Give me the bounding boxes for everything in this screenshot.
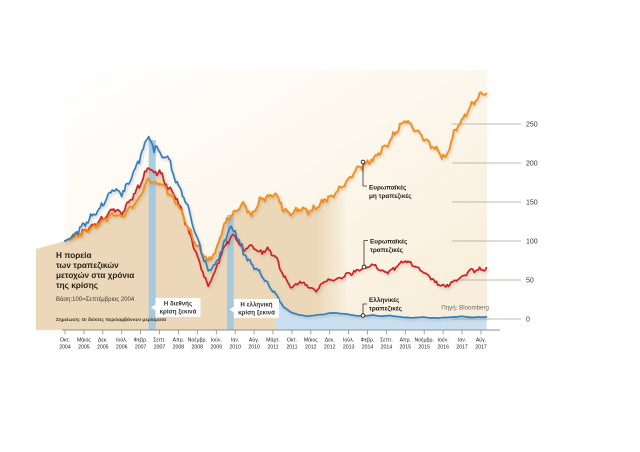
x-tick-label-month: Μάρτ. [266,337,280,344]
y-tick-label: 0 [526,316,530,323]
x-tick-label-year: 2007 [135,345,147,351]
x-axis: Οκτ.2004Μάιος2005Δεκ.2005Ιούλ.2006Φεβρ.2… [59,329,500,351]
x-tick-label-year: 2012 [305,345,317,351]
y-tick-label: 150 [526,199,538,206]
series-line-european-banks [64,167,488,293]
x-tick-label-year: 2012 [324,345,336,351]
x-tick-label-month: Σεπτ. [153,338,166,344]
x-tick-label-month: Ιαν. [231,338,239,344]
anchor-dot [361,264,367,270]
x-tick-label-year: 2015 [418,345,430,351]
x-tick-label-month: Αύγ. [249,338,259,344]
annotations: Η πορεία των τραπεζικών μετοχών στα χρόν… [56,159,490,323]
callout-text-line1: Η ελληνική [240,302,272,309]
x-tick-label-month: Δεκ. [98,338,108,344]
y-tick-label: 100 [526,238,538,245]
series-label-line2: τραπεζικές [369,306,403,313]
y-tick-label: 200 [526,160,538,167]
crisis-period-bands [148,140,234,330]
series-label-line2: τραπεζικές [370,247,404,254]
x-tick-label-month: Μάιος [304,337,318,344]
x-tick-label-year: 2017 [456,345,468,351]
series-label-european-nonbanks: Ευρωπαϊκές μη τραπεζικές [360,159,412,200]
x-tick-label-year: 2014 [381,345,393,351]
x-tick-label-year: 2016 [437,345,449,351]
event-callout-greek-crisis: Η ελληνική κρίση ξεκινά [229,299,279,318]
y-tick-label: 50 [526,277,534,284]
x-tick-label-month: Φεβρ. [361,338,375,344]
area-fill-under-indices [36,168,346,330]
event-callout-international-crisis: Η διεθνής κρίση ξεκινά [150,298,201,317]
x-tick-label-year: 2011 [286,345,297,351]
label-connector [362,303,367,316]
x-tick-label-month: Φεβρ. [134,338,148,344]
x-tick-label-month: Δεκ. [325,338,335,344]
x-tick-label-month: Ιούλ. [343,338,354,344]
series-line-greek-banks [64,135,488,319]
x-tick-label-month: Απρ. [173,338,184,344]
title-block: Η πορεία των τραπεζικών μετοχών στα χρόν… [56,251,166,323]
area-fill-greek-banks [275,293,487,330]
x-tick-label-month: Οκτ. [60,338,70,344]
chart-title-line3: μετοχών στα χρόνια [56,271,134,280]
callout-tail [150,304,156,311]
x-tick-label-year: 2013 [343,345,355,351]
callout-text-line2: κρίση ξεκινά [238,310,275,317]
y-gridlines: 0 50 100 150 200 250 [452,121,538,323]
anchor-dot [360,313,366,318]
x-tick-label-year: 2014 [362,345,374,351]
footnote: Σημείωση: Οι δείκτες περιλαμβάνουν μερίσ… [56,317,166,323]
x-tick-label-year: 2007 [154,345,166,351]
x-tick-label-year: 2010 [248,345,260,351]
callout-text-line1: Η διεθνής [164,301,192,308]
x-tick-label-month: Ιούν. [437,338,448,344]
x-tick-label-month: Μάιος [77,337,91,344]
x-tick-label-year: 2009 [211,345,223,351]
x-tick-label-month: Οκτ. [287,338,297,344]
x-tick-label-year: 2011 [267,345,278,351]
series-label-line1: Ελληνικές [369,296,400,304]
x-tick-label-year: 2008 [173,345,185,351]
x-tick-label-month: Ιούλ. [116,338,127,344]
base-note: Βάση:100=Σεπτέμβριος 2004 [56,296,135,303]
callout-box [155,298,201,317]
crisis-band [227,215,234,330]
x-tick-label-month: Σεπτ. [380,338,393,344]
callout-box [234,299,279,318]
x-tick-label-year: 2005 [97,345,109,351]
x-tick-label-month: Νοέμβρ. [415,337,434,344]
x-tick-label-year: 2010 [229,345,241,351]
chart-title-line1: Η πορεία [56,251,92,260]
series-line-european-nonbanks [64,91,488,262]
x-tick-label-month: Ιαν. [458,338,466,344]
x-tick-label-year: 2015 [400,345,412,351]
x-tick-label-year: 2006 [116,345,128,351]
series-label-line1: Ευρωπαϊκές [369,185,407,192]
series-label-line1: Ευρωπαϊκές [370,239,408,246]
x-tick-label-year: 2008 [192,345,204,351]
callout-text-line2: κρίση ξεκινά [160,309,197,316]
x-tick-label-month: Αύγ. [476,338,486,344]
series-lines [64,91,488,319]
x-tick-label-year: 2004 [59,345,71,351]
label-connector [362,162,367,187]
series-label-european-banks: Ευρωπαϊκές τραπεζικές [361,239,408,270]
crisis-band [148,140,156,330]
y-tick-label: 250 [526,121,538,128]
x-tick-label-year: 2005 [78,345,90,351]
x-tick-label-month: Απρ. [400,338,411,344]
source-credit: Πηγή: Bloomberg [441,305,489,312]
label-connector [363,240,368,267]
callout-tail [229,306,234,313]
series-label-line2: μη τραπεζικές [369,193,412,200]
x-tick-label-month: Ιούν. [211,338,222,344]
x-tick-label-month: Νοέμβρ. [188,337,207,344]
anchor-dot [360,159,366,165]
chart-title-line2: των τραπεζικών [56,261,119,270]
series-label-greek-banks: Ελληνικές τραπεζικές [360,296,403,318]
x-tick-label-year: 2017 [475,345,487,351]
chart-title-line4: της κρίσης [56,281,98,290]
